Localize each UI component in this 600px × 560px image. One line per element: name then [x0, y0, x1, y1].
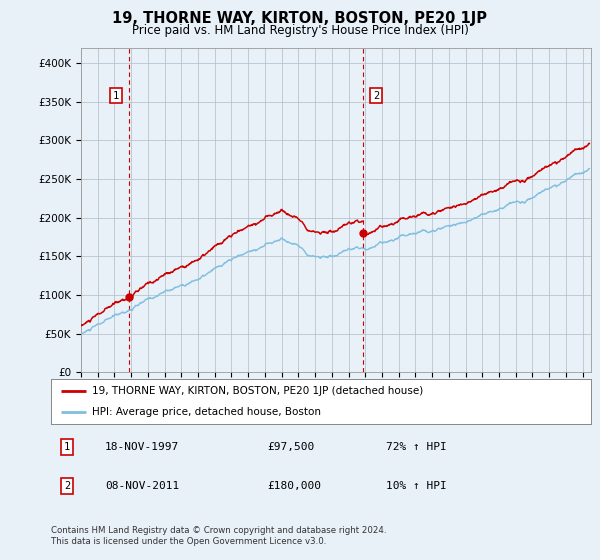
Text: £180,000: £180,000 — [267, 481, 321, 491]
Text: 19, THORNE WAY, KIRTON, BOSTON, PE20 1JP (detached house): 19, THORNE WAY, KIRTON, BOSTON, PE20 1JP… — [91, 386, 423, 396]
Text: Contains HM Land Registry data © Crown copyright and database right 2024.
This d: Contains HM Land Registry data © Crown c… — [51, 526, 386, 546]
Text: HPI: Average price, detached house, Boston: HPI: Average price, detached house, Bost… — [91, 407, 320, 417]
Text: 1: 1 — [64, 442, 70, 452]
Text: 08-NOV-2011: 08-NOV-2011 — [105, 481, 179, 491]
Text: 19, THORNE WAY, KIRTON, BOSTON, PE20 1JP: 19, THORNE WAY, KIRTON, BOSTON, PE20 1JP — [113, 11, 487, 26]
Text: 18-NOV-1997: 18-NOV-1997 — [105, 442, 179, 452]
Text: 1: 1 — [113, 91, 119, 101]
Text: 10% ↑ HPI: 10% ↑ HPI — [386, 481, 446, 491]
Text: 2: 2 — [64, 481, 70, 491]
Text: 72% ↑ HPI: 72% ↑ HPI — [386, 442, 446, 452]
Text: Price paid vs. HM Land Registry's House Price Index (HPI): Price paid vs. HM Land Registry's House … — [131, 24, 469, 37]
Text: £97,500: £97,500 — [267, 442, 314, 452]
Text: 2: 2 — [373, 91, 379, 101]
